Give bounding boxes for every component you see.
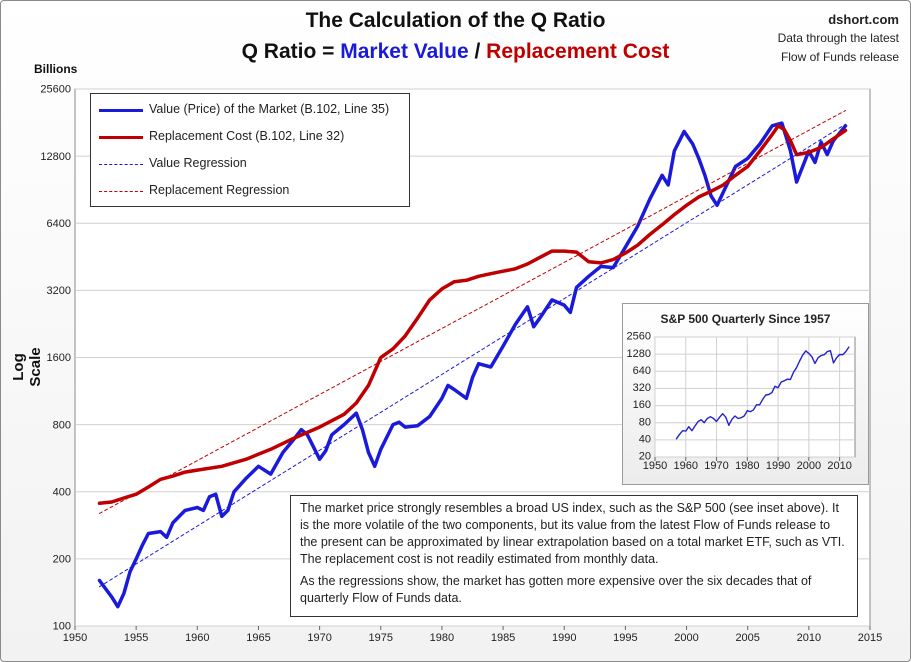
subtitle-market-value: Market Value	[340, 40, 469, 63]
x-tick-label: 1970	[307, 632, 331, 644]
replacement-regression-line	[99, 110, 846, 514]
source-site: dshort.com	[828, 12, 899, 27]
inset-y-tick-label: 320	[633, 382, 651, 394]
x-tick-label: 1985	[491, 632, 515, 644]
legend-item-replacement-cost: Replacement Cost (B.102, Line 32)	[99, 127, 399, 149]
subtitle-separator: /	[468, 40, 487, 63]
x-tick-label: 2015	[858, 632, 882, 644]
inset-x-tick-label: 1970	[704, 460, 728, 472]
subtitle-prefix: Q Ratio =	[241, 40, 341, 63]
x-tick-label: 2000	[674, 632, 698, 644]
legend-label-replacement-regression: Replacement Regression	[149, 183, 290, 197]
annotation-box: The market price strongly resembles a br…	[290, 495, 858, 617]
y-units-label: Billions	[34, 62, 78, 76]
y-tick-label: 800	[53, 419, 71, 431]
annotation-paragraph-1: The market price strongly resembles a br…	[300, 501, 845, 566]
y-tick-label: 200	[53, 554, 71, 566]
inset-x-tick-label: 2010	[827, 460, 851, 472]
y-tick-label: 400	[53, 486, 71, 498]
chart-title: The Calculation of the Q Ratio	[305, 9, 606, 32]
inset-sp500-line	[675, 346, 850, 440]
y-tick-label: 1600	[47, 352, 71, 364]
legend-swatch-market-value	[99, 109, 143, 112]
inset-x-tick-label: 2000	[797, 460, 821, 472]
inset-y-tick-label: 80	[639, 416, 651, 428]
inset-x-tick-label: 1960	[674, 460, 698, 472]
inset-x-tick-label: 1980	[735, 460, 759, 472]
legend-label-value-regression: Value Regression	[149, 156, 247, 170]
chart-subtitle: Q Ratio = Market Value / Replacement Cos…	[0, 40, 911, 64]
chart-legend: Value (Price) of the Market (B.102, Line…	[90, 93, 410, 207]
x-tick-label: 1990	[552, 632, 576, 644]
y-tick-label: 3200	[47, 285, 71, 297]
source-line-1: Data through the latest	[777, 31, 899, 45]
subtitle-replacement-cost: Replacement Cost	[486, 40, 670, 63]
legend-swatch-replacement-cost	[99, 136, 143, 139]
legend-label-replacement-cost: Replacement Cost (B.102, Line 32)	[149, 129, 345, 143]
legend-swatch-replacement-regression	[99, 191, 143, 192]
x-tick-label: 1950	[63, 632, 87, 644]
source-line-2: Flow of Funds release	[780, 50, 899, 64]
x-tick-label: 1965	[246, 632, 270, 644]
inset-chart: 20 40 80 160 320 640 1280 2560 1950 1960 1970 1980 1…	[627, 331, 856, 472]
inset-y-tick-label: 1280	[627, 348, 651, 360]
inset-y-tick-label: 40	[639, 434, 651, 446]
inset-y-tick-label: 160	[633, 399, 651, 411]
inset-y-tick-label: 640	[633, 365, 651, 377]
x-tick-label: 1955	[124, 632, 148, 644]
x-tick-label: 1975	[369, 632, 393, 644]
legend-label-market-value: Value (Price) of the Market (B.102, Line…	[149, 102, 390, 116]
inset-plot-area	[654, 336, 856, 458]
x-tick-label: 1980	[430, 632, 454, 644]
inset-x-tick-label: 1990	[766, 460, 790, 472]
legend-item-market-value: Value (Price) of the Market (B.102, Line…	[99, 100, 399, 122]
x-tick-label: 2005	[735, 632, 759, 644]
y-tick-label: 6400	[47, 218, 71, 230]
annotation-paragraph-2: As the regressions show, the market has …	[300, 574, 812, 605]
legend-swatch-value-regression	[99, 164, 143, 165]
y-tick-label: 100	[53, 621, 71, 633]
y-tick-label: 12800	[40, 151, 71, 163]
inset-chart-panel: S&P 500 Quarterly Since 1957 20 40 80 160 32…	[622, 303, 869, 485]
legend-item-value-regression: Value Regression	[99, 154, 399, 176]
inset-y-tick-label: 2560	[627, 331, 651, 343]
x-tick-label: 2010	[797, 632, 821, 644]
inset-chart-title: S&P 500 Quarterly Since 1957	[660, 312, 831, 326]
y-tick-label: 25600	[40, 84, 71, 96]
value-regression-line	[99, 123, 846, 588]
x-tick-label: 1995	[613, 632, 637, 644]
x-tick-label: 1960	[185, 632, 209, 644]
source-note: dshort.com Data through the latest Flow …	[778, 10, 899, 67]
replacement-cost-line	[97, 124, 848, 506]
legend-item-replacement-regression: Replacement Regression	[99, 181, 399, 203]
market-value-line	[97, 121, 848, 609]
inset-x-tick-label: 1950	[643, 460, 667, 472]
inset-y-tick-label: 20	[639, 451, 651, 463]
